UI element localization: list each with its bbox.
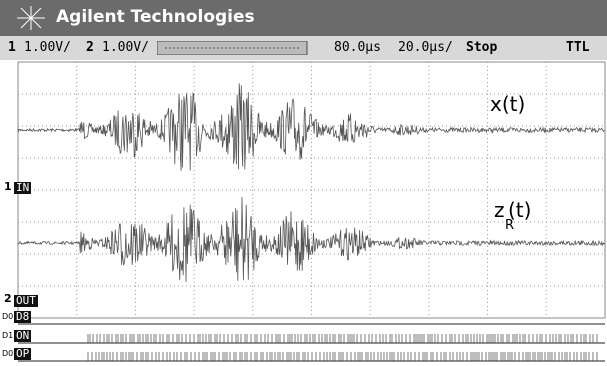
logo	[14, 4, 48, 32]
timebase: 20.0µs/	[398, 40, 453, 55]
run-state: Stop	[466, 40, 497, 55]
x-label: x(t)	[490, 92, 525, 116]
digital-prefix: D0	[2, 349, 13, 358]
ch1-scale: 1.00V/	[24, 40, 71, 55]
scope-screen: Agilent Technologies 1 1.00V/ 2 1.00V/ 8…	[0, 0, 607, 366]
ch2-label: OUT	[14, 295, 38, 307]
digital-label: OP	[14, 348, 31, 360]
ch1-label: IN	[14, 182, 31, 194]
ch1-number: 1	[8, 40, 16, 55]
digital-label: D8	[14, 311, 31, 323]
trigger: TTL	[566, 40, 589, 55]
z-suffix: (t)	[508, 198, 531, 222]
brand: Agilent Technologies	[56, 7, 255, 27]
z-label: z	[494, 198, 505, 222]
delay-bar	[157, 41, 317, 55]
delay: 80.0µs	[334, 40, 381, 55]
ch2-number: 2	[86, 40, 94, 55]
digital-prefix: D1	[2, 331, 13, 340]
header-bar: Agilent Technologies	[0, 0, 607, 36]
digital-prefix: D0	[2, 312, 13, 321]
ch1-marker: 1	[4, 180, 12, 193]
digital-label: ON	[14, 330, 31, 342]
ch2-marker: 2	[4, 292, 12, 305]
ch2-scale: 1.00V/	[102, 40, 149, 55]
status-bar: 1 1.00V/ 2 1.00V/ 80.0µs 20.0µs/ Stop TT…	[0, 36, 607, 60]
